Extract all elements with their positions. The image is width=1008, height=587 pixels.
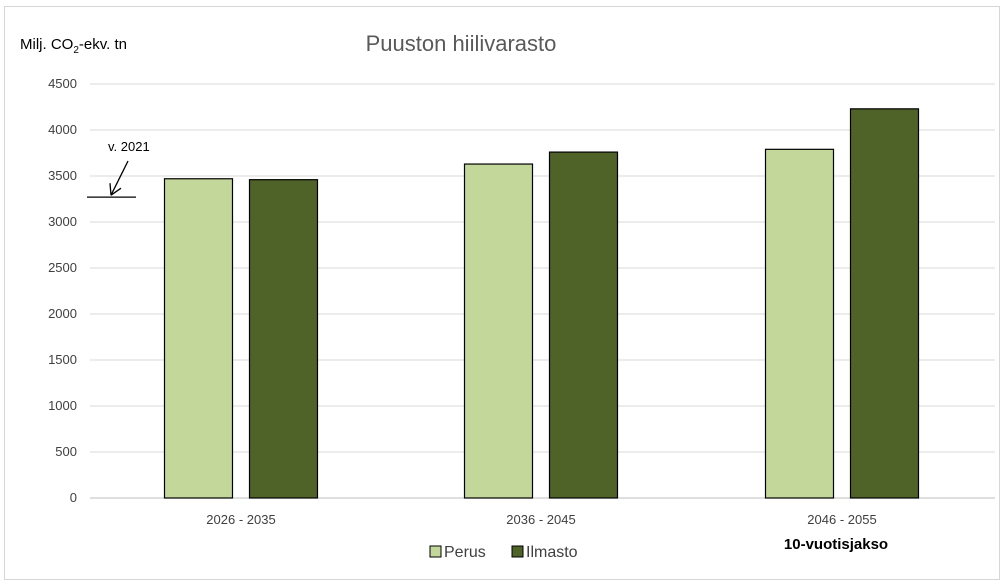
y-axis-label: Milj. CO2-ekv. tn bbox=[20, 36, 127, 56]
y-tick-label: 4500 bbox=[48, 76, 77, 91]
annotation-layer: v. 2021 bbox=[87, 139, 150, 198]
annotation-label: v. 2021 bbox=[108, 139, 150, 154]
y-tick-label: 3000 bbox=[48, 214, 77, 229]
y-tick-label: 2500 bbox=[48, 260, 77, 275]
y-tick-label: 0 bbox=[70, 490, 77, 505]
y-tick-label: 3500 bbox=[48, 168, 77, 183]
grid-layer: 0 500 1000 1500 2000 2500 3000 3500 4000 4500 bbox=[48, 76, 995, 505]
x-axis-label: 10-vuotisjakso bbox=[784, 536, 888, 553]
x-tick-label: 2046 - 2055 bbox=[807, 512, 876, 527]
chart-title: Puuston hiilivarasto bbox=[366, 31, 557, 56]
annotation-arrowhead-icon bbox=[109, 183, 122, 196]
bar-ilmasto-2 bbox=[548, 151, 619, 499]
y-tick-label: 1000 bbox=[48, 398, 77, 413]
x-tick-label: 2036 - 2045 bbox=[506, 512, 575, 527]
y-tick-label: 2000 bbox=[48, 306, 77, 321]
legend-label-perus: Perus bbox=[444, 544, 486, 561]
y-tick-label: 4000 bbox=[48, 122, 77, 137]
legend-swatch-ilmasto bbox=[511, 545, 524, 558]
legend: Perus Ilmasto bbox=[429, 544, 578, 561]
bar-perus-3 bbox=[764, 148, 835, 499]
annotation-arrow-icon bbox=[110, 160, 129, 196]
bar-perus-1 bbox=[163, 178, 234, 499]
legend-swatch-perus bbox=[429, 545, 442, 558]
bar-ilmasto-1 bbox=[248, 179, 319, 499]
bar-perus-2 bbox=[463, 163, 534, 499]
x-tick-layer: 2026 - 2035 2036 - 2045 2046 - 2055 bbox=[206, 512, 876, 527]
y-tick-label: 500 bbox=[55, 444, 77, 459]
bar-ilmasto-3 bbox=[849, 108, 920, 499]
y-tick-label: 1500 bbox=[48, 352, 77, 367]
bar-layer bbox=[163, 108, 920, 499]
legend-label-ilmasto: Ilmasto bbox=[526, 544, 578, 561]
x-tick-label: 2026 - 2035 bbox=[206, 512, 275, 527]
